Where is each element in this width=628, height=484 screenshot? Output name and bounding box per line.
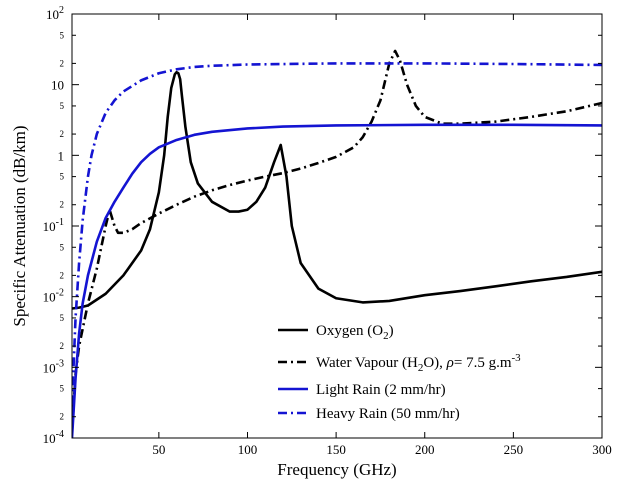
y-minor-tick-label: 5 xyxy=(60,101,65,111)
legend-label-4: Heavy Rain (50 mm/hr) xyxy=(316,406,460,422)
y-tick-label: 10-4 xyxy=(43,429,64,446)
x-tick-label: 50 xyxy=(152,442,165,457)
y-minor-tick-label: 5 xyxy=(60,384,65,394)
y-minor-tick-label: 2 xyxy=(60,270,65,280)
y-minor-tick-label: 5 xyxy=(60,172,65,182)
y-axis-label: Specific Attenuation (dB/km) xyxy=(10,125,29,326)
tick-layer: 50 100 150 200 250 300 102 10 1 10-1 10-2 10-3 10-4 5… xyxy=(43,5,612,457)
series-layer xyxy=(72,49,602,438)
x-tick-label: 200 xyxy=(415,442,435,457)
series-line-1 xyxy=(72,70,602,310)
y-minor-tick-label: 5 xyxy=(60,30,65,40)
y-tick-label: 10-2 xyxy=(43,288,64,305)
y-minor-tick-label: 2 xyxy=(60,200,65,210)
y-tick-label: 10-1 xyxy=(43,217,64,234)
legend-label-3: Light Rain (2 mm/hr) xyxy=(316,382,446,398)
y-tick-label: 10-3 xyxy=(43,358,64,375)
y-minor-tick-label: 2 xyxy=(60,412,65,422)
legend: Oxygen (O2) Water Vapour (H2O), ρ= 7.5 g.… xyxy=(278,323,521,422)
x-tick-label: 150 xyxy=(326,442,346,457)
x-tick-label: 250 xyxy=(504,442,524,457)
legend-label-2: Water Vapour (H2O), ρ= 7.5 g.m-3 xyxy=(316,352,521,374)
y-tick-label: 10 xyxy=(51,78,64,93)
series-line-4 xyxy=(72,62,602,405)
legend-label-1: Oxygen (O2) xyxy=(316,323,394,342)
y-minor-tick-label: 2 xyxy=(60,58,65,68)
y-tick-label: 1 xyxy=(58,148,65,163)
y-tick-label: 102 xyxy=(46,5,64,22)
x-tick-label: 100 xyxy=(238,442,258,457)
series-line-2 xyxy=(72,49,602,433)
y-minor-tick-label: 2 xyxy=(60,341,65,351)
x-tick-label: 300 xyxy=(592,442,612,457)
y-minor-tick-label: 2 xyxy=(60,129,65,139)
y-minor-tick-label: 5 xyxy=(60,242,65,252)
series-line-3 xyxy=(72,123,602,438)
x-axis-label: Frequency (GHz) xyxy=(277,460,396,479)
y-minor-tick-label: 5 xyxy=(60,313,65,323)
